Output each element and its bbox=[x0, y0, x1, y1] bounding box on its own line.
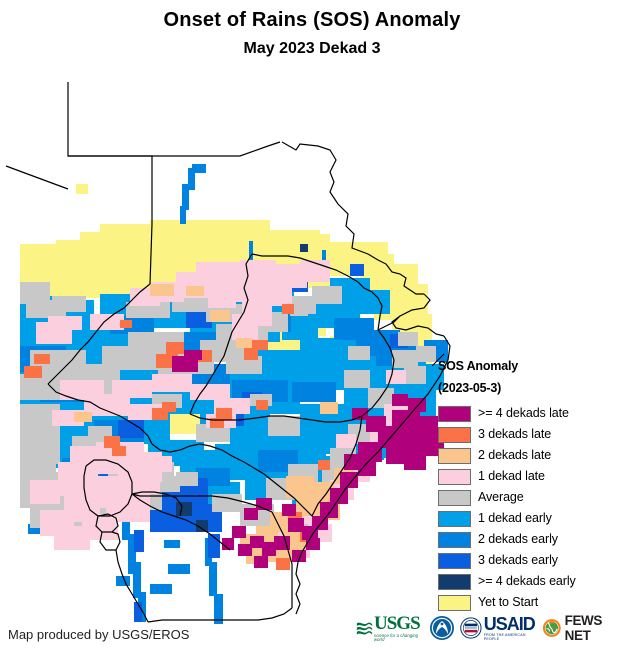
fewsnet-logo[interactable]: FEWS NET bbox=[542, 613, 624, 643]
legend-label: Average bbox=[478, 490, 524, 505]
legend-swatch bbox=[438, 573, 471, 590]
legend-label: 3 dekads early bbox=[478, 553, 558, 568]
legend-title: SOS Anomaly bbox=[438, 359, 518, 373]
legend-label: 2 dekads early bbox=[478, 532, 558, 547]
legend-item-average[interactable]: Average bbox=[438, 489, 624, 506]
usgs-logo[interactable]: USGS science for a changing world bbox=[356, 614, 424, 642]
legend-item-3-dekads-early[interactable]: 3 dekads early bbox=[438, 552, 624, 569]
legend-item-4-dekads-early[interactable]: >= 4 dekads early bbox=[438, 573, 624, 590]
legend-item-1-dekad-early[interactable]: 1 dekad early bbox=[438, 510, 624, 527]
legend-swatch bbox=[438, 447, 471, 464]
usaid-logo[interactable]: USAID FROM THE AMERICAN PEOPLE bbox=[460, 615, 537, 641]
legend-swatch bbox=[438, 531, 471, 548]
legend-date: (2023-05-3) bbox=[438, 380, 502, 395]
legend-swatch bbox=[438, 594, 471, 611]
legend-item-yet-to-start[interactable]: Yet to Start bbox=[438, 594, 624, 611]
legend-item-1-dekad-late[interactable]: 1 dekad late bbox=[438, 468, 624, 485]
country-boundaries bbox=[5, 82, 451, 623]
usaid-text-block: USAID FROM THE AMERICAN PEOPLE bbox=[484, 615, 537, 641]
usgs-tagline: science for a changing world bbox=[374, 632, 419, 642]
page-title: Onset of Rains (SOS) Anomaly bbox=[163, 9, 461, 31]
map-credit: Map produced by USGS/EROS bbox=[8, 627, 190, 642]
noaa-seal-icon bbox=[429, 616, 454, 640]
usaid-tagline: FROM THE AMERICAN PEOPLE bbox=[483, 632, 526, 641]
legend-swatch bbox=[438, 489, 471, 506]
map-legend: SOS Anomaly (2023-05-3) >= 4 dekads late… bbox=[438, 360, 624, 615]
legend-label: 1 dekad early bbox=[478, 511, 552, 526]
legend-swatch bbox=[438, 405, 471, 422]
legend-label: 2 dekads late bbox=[478, 448, 552, 463]
legend-label: >= 4 dekads late bbox=[478, 406, 569, 421]
legend-items: >= 4 dekads late 3 dekads late 2 dekads … bbox=[438, 405, 624, 611]
legend-label: 3 dekads late bbox=[478, 427, 552, 442]
footer-logo-strip: USGS science for a changing world USAID … bbox=[356, 612, 624, 644]
legend-item-2-dekads-late[interactable]: 2 dekads late bbox=[438, 447, 624, 464]
legend-swatch bbox=[438, 468, 471, 485]
title-block: Onset of Rains (SOS) Anomaly May 2023 De… bbox=[0, 0, 624, 58]
map-graphic bbox=[0, 64, 624, 624]
legend-leader-line bbox=[431, 353, 445, 367]
fewsnet-globe-icon bbox=[542, 619, 561, 637]
legend-swatch bbox=[438, 552, 471, 569]
legend-label: Yet to Start bbox=[478, 595, 539, 610]
legend-label: 1 dekad late bbox=[478, 469, 545, 484]
legend-label: >= 4 dekads early bbox=[478, 574, 576, 589]
legend-swatch bbox=[438, 426, 471, 443]
usgs-wordmark: USGS bbox=[374, 612, 421, 634]
usaid-wordmark: USAID bbox=[483, 613, 536, 634]
fewsnet-wordmark: FEWS NET bbox=[564, 613, 603, 643]
page-subtitle: May 2023 Dekad 3 bbox=[243, 40, 381, 57]
usgs-text-block: USGS science for a changing world bbox=[374, 614, 424, 642]
noaa-logo[interactable] bbox=[429, 615, 455, 641]
usaid-seal-icon bbox=[460, 617, 482, 639]
legend-item-4-dekads-late[interactable]: >= 4 dekads late bbox=[438, 405, 624, 422]
legend-item-2-dekads-early[interactable]: 2 dekads early bbox=[438, 531, 624, 548]
legend-item-3-dekads-late[interactable]: 3 dekads late bbox=[438, 426, 624, 443]
usgs-wave-icon bbox=[356, 622, 373, 634]
map-canvas[interactable] bbox=[0, 64, 624, 624]
legend-swatch bbox=[438, 510, 471, 527]
